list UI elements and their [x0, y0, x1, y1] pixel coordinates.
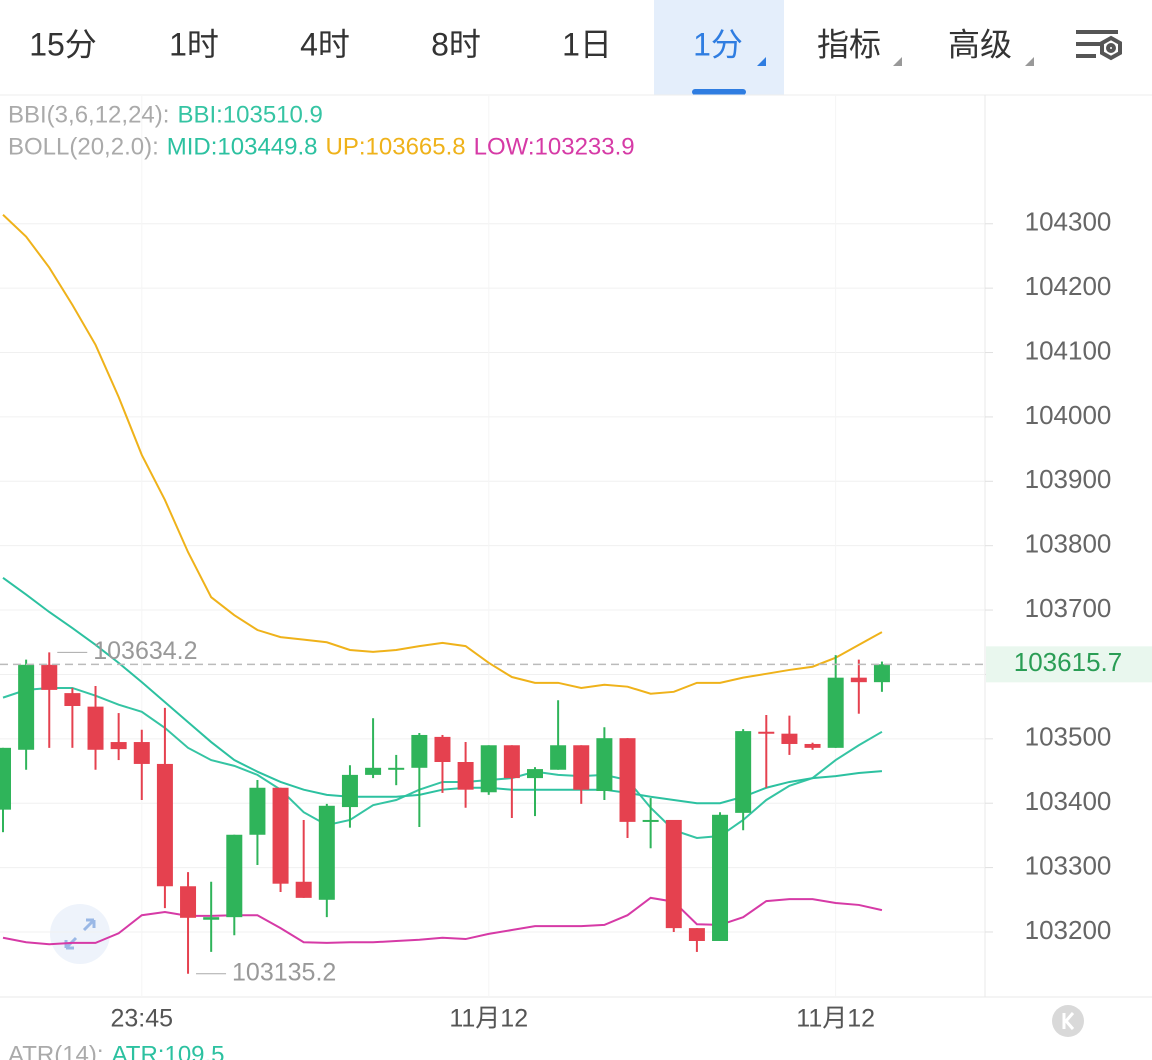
candle-body	[804, 743, 821, 748]
candle-body	[688, 928, 705, 941]
tab[interactable]: 1分	[693, 26, 743, 62]
legend-entry: MID:103449.8	[167, 133, 318, 160]
dropdown-icon	[893, 57, 902, 66]
candle-body	[480, 745, 497, 793]
y-tick-label: 103200	[1025, 915, 1112, 945]
dropdown-icon	[1025, 57, 1034, 66]
candle-body	[665, 819, 682, 929]
candle-body	[226, 834, 243, 918]
candle-body	[180, 886, 197, 918]
y-tick-label: 104100	[1025, 335, 1112, 365]
candle-body	[249, 787, 266, 835]
expand-icon[interactable]	[50, 904, 110, 964]
candle-body	[110, 742, 127, 750]
legend-entry: LOW:103233.9	[474, 133, 635, 160]
candle-body	[365, 767, 382, 775]
candle-body	[156, 763, 173, 887]
tab[interactable]: 8时	[431, 26, 481, 62]
candle-body	[87, 706, 104, 750]
y-tick-label: 103300	[1025, 850, 1112, 880]
candle-body	[873, 664, 890, 683]
candle-body	[203, 917, 220, 920]
candle-body	[133, 742, 150, 764]
candle-body	[550, 745, 567, 770]
candle-body	[318, 805, 335, 900]
y-tick-label: 104200	[1025, 271, 1112, 301]
scroll-end-icon[interactable]	[1052, 1005, 1084, 1037]
y-tick-label: 104300	[1025, 207, 1112, 237]
dropdown-icon	[757, 57, 766, 66]
y-tick-label: 103800	[1025, 529, 1112, 559]
candle-body	[18, 664, 35, 750]
candle-body	[295, 881, 312, 898]
candle-body	[388, 767, 405, 770]
candle-body	[434, 736, 451, 763]
y-tick-label: 103900	[1025, 464, 1112, 494]
candle-body	[850, 677, 867, 683]
high-marker-label: 103634.2	[93, 637, 197, 665]
candle-body	[827, 677, 844, 748]
candle-body	[735, 731, 752, 813]
low-marker-label: 103135.2	[232, 958, 336, 986]
indicator-line	[2, 214, 883, 695]
candle-body	[712, 814, 729, 941]
y-tick-label: 103500	[1025, 722, 1112, 752]
candle-body	[457, 762, 474, 790]
y-tick-label: 103700	[1025, 593, 1112, 623]
candle-body	[781, 733, 798, 744]
candle-body	[619, 738, 636, 822]
candle-body	[573, 745, 590, 790]
x-tick-label: 23:45	[110, 1005, 173, 1033]
tab[interactable]: 1日	[562, 26, 612, 62]
candle-body	[64, 693, 81, 706]
tab[interactable]: 高级	[948, 26, 1012, 62]
tab[interactable]: 指标	[817, 26, 881, 62]
candle-body	[41, 664, 58, 690]
candle-body	[526, 769, 543, 779]
active-tab-bg	[654, 0, 784, 95]
legend-entry: UP:103665.8	[326, 133, 466, 160]
x-tick-label: 11月12	[796, 1005, 875, 1033]
y-tick-label: 103400	[1025, 786, 1112, 816]
candle-body	[341, 774, 358, 808]
tab[interactable]: 4时	[300, 26, 350, 62]
last-price-bg	[986, 646, 1152, 683]
candle-body	[596, 738, 613, 791]
last-price-label: 103615.7	[1014, 647, 1122, 677]
active-tab-underline	[692, 89, 746, 95]
candle-body	[503, 745, 520, 779]
tab[interactable]: 15分	[29, 26, 97, 62]
legend-label: BOLL(20,2.0):	[8, 133, 159, 160]
candle-body	[272, 787, 289, 884]
candle-body	[642, 819, 659, 822]
y-tick-label: 104000	[1025, 400, 1112, 430]
candle-body	[411, 734, 428, 768]
x-tick-label: 11月12	[449, 1005, 528, 1033]
indicator-line	[2, 896, 883, 946]
legend-entry: BBI:103510.9	[177, 101, 322, 128]
legend-label: ATR(14):	[8, 1041, 104, 1060]
legend-label: BBI(3,6,12,24):	[8, 101, 169, 128]
legend-entry: ATR:109.5	[112, 1041, 225, 1060]
settings-icon[interactable]	[1076, 30, 1122, 61]
candle-body	[758, 731, 775, 734]
tab[interactable]: 1时	[169, 26, 219, 62]
candle-body	[0, 747, 11, 810]
